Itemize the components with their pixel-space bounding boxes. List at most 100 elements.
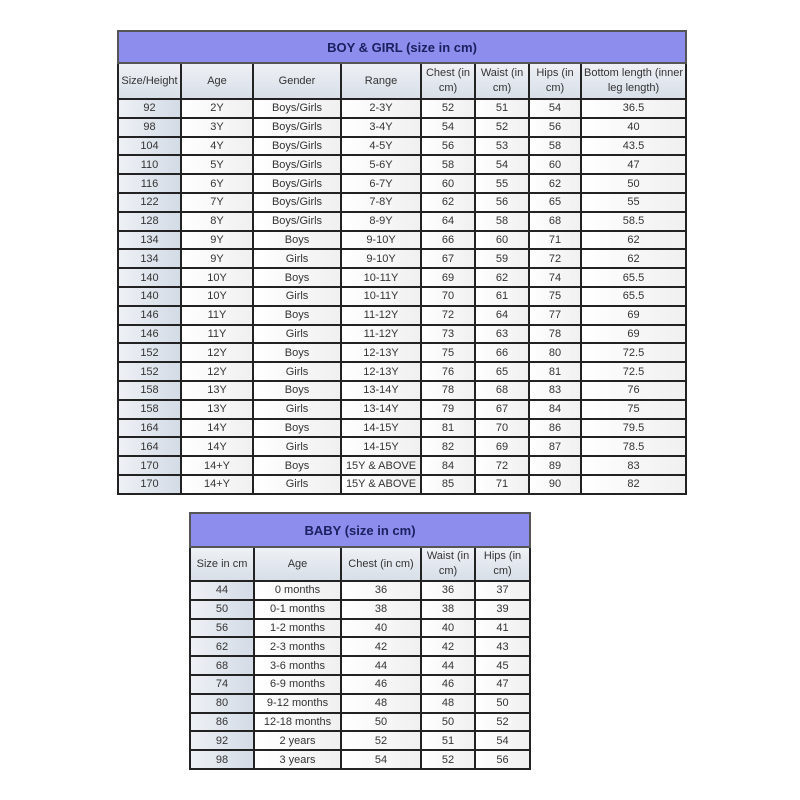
table-row: 104 4Y Boys/Girls 4-5Y 56 53 58 43.5 <box>117 135 688 157</box>
table-cell: 13Y <box>180 379 254 401</box>
column-header: Hips (in cm) <box>473 546 532 582</box>
table-cell: 38 <box>340 598 422 620</box>
table-cell: Girls <box>252 323 342 345</box>
table-cell: 50 <box>340 711 422 733</box>
table-cell: 56 <box>528 116 582 138</box>
table-cell: 76 <box>420 361 476 382</box>
table-cell: 170 <box>117 473 182 495</box>
column-header: Size in cm <box>189 546 255 582</box>
table-cell: 66 <box>474 342 530 364</box>
table-cell: 65.5 <box>579 267 688 288</box>
table-cell: Boys/Girls <box>252 135 342 157</box>
table-cell: 72 <box>420 304 476 326</box>
table-cell: 122 <box>117 191 182 213</box>
table-cell: 11Y <box>180 323 254 345</box>
table-cell: 2-3 months <box>253 636 342 658</box>
table-cell: 3 years <box>253 749 342 770</box>
table-cell: 53 <box>474 135 530 157</box>
table-cell: 41 <box>473 617 532 639</box>
column-header: Gender <box>252 62 342 100</box>
table-row: 170 14+Y Boys 15Y & ABOVE 84 72 89 83 <box>117 455 688 476</box>
table-cell: 79.5 <box>579 417 688 439</box>
table-cell: 152 <box>117 361 182 382</box>
table-cell: 170 <box>117 455 182 476</box>
table-cell: 52 <box>420 749 476 770</box>
baby-size-table: BABY (size in cm) Size in cm Age Chest (in… <box>188 512 532 770</box>
table-row: 50 0-1 months 38 38 39 <box>189 598 532 620</box>
table-cell: 4Y <box>180 135 254 157</box>
table-row: 122 7Y Boys/Girls 7-8Y 62 56 65 55 <box>117 191 688 213</box>
table-cell: 42 <box>420 636 476 658</box>
table-cell: 65 <box>474 361 530 382</box>
table-cell: 77 <box>528 304 582 326</box>
table-cell: 5-6Y <box>340 154 422 176</box>
table-cell: Boys <box>252 455 342 476</box>
table-cell: 74 <box>189 673 255 695</box>
table-cell: Girls <box>252 285 342 307</box>
table-cell: 140 <box>117 285 182 307</box>
table-cell: 62 <box>579 248 688 270</box>
table-cell: 9Y <box>180 248 254 270</box>
table-cell: 55 <box>579 191 688 213</box>
table-cell: 62 <box>528 173 582 194</box>
table-cell: 42 <box>340 636 422 658</box>
table-cell: 82 <box>579 473 688 495</box>
table-cell: 47 <box>473 673 532 695</box>
table-row: 152 12Y Boys 12-13Y 75 66 80 72.5 <box>117 342 688 364</box>
table-cell: Boys/Girls <box>252 191 342 213</box>
table-row: 146 11Y Girls 11-12Y 73 63 78 69 <box>117 323 688 345</box>
table-cell: 72 <box>528 248 582 270</box>
table-cell: 92 <box>189 730 255 752</box>
table-cell: 36.5 <box>579 98 688 119</box>
table-cell: 9Y <box>180 229 254 251</box>
table-cell: 2 years <box>253 730 342 752</box>
table-row: 92 2 years 52 51 54 <box>189 730 532 752</box>
table-cell: 5Y <box>180 154 254 176</box>
table-row: 140 10Y Girls 10-11Y 70 61 75 65.5 <box>117 285 688 307</box>
table-cell: 44 <box>340 655 422 676</box>
table-cell: 69 <box>579 304 688 326</box>
table-cell: Boys <box>252 417 342 439</box>
table-cell: 47 <box>579 154 688 176</box>
table-cell: Boys <box>252 229 342 251</box>
table-cell: Girls <box>252 361 342 382</box>
column-headers: Size in cm Age Chest (in cm) Waist (in cm) H… <box>189 546 532 582</box>
table-row: 134 9Y Girls 9-10Y 67 59 72 62 <box>117 248 688 270</box>
table-cell: 152 <box>117 342 182 364</box>
table-cell: 46 <box>340 673 422 695</box>
table-cell: 40 <box>340 617 422 639</box>
table-cell: 37 <box>473 580 532 601</box>
column-header: Hips (in cm) <box>528 62 582 100</box>
table-cell: Boys <box>252 342 342 364</box>
table-cell: 98 <box>189 749 255 770</box>
table-cell: Girls <box>252 248 342 270</box>
table-cell: 54 <box>340 749 422 770</box>
table-cell: 69 <box>474 436 530 458</box>
table-cell: 50 <box>189 598 255 620</box>
table-row: 62 2-3 months 42 42 43 <box>189 636 532 658</box>
table-cell: 65 <box>528 191 582 213</box>
table-cell: 70 <box>474 417 530 439</box>
table-cell: Boys <box>252 267 342 288</box>
table-cell: 68 <box>528 210 582 232</box>
table-cell: 52 <box>474 116 530 138</box>
boy-girl-size-table: BOY & GIRL (size in cm) Size/Height Age Ge… <box>116 30 688 495</box>
table-cell: 110 <box>117 154 182 176</box>
table-cell: 75 <box>420 342 476 364</box>
table-cell: 62 <box>579 229 688 251</box>
table-cell: 45 <box>473 655 532 676</box>
table-cell: 6-7Y <box>340 173 422 194</box>
table-cell: 54 <box>528 98 582 119</box>
table-cell: 85 <box>420 473 476 495</box>
table-cell: Boys/Girls <box>252 210 342 232</box>
column-header: Waist (in cm) <box>474 62 530 100</box>
table-cell: 10-11Y <box>340 267 422 288</box>
table-row: 170 14+Y Girls 15Y & ABOVE 85 71 90 82 <box>117 473 688 495</box>
table-cell: 84 <box>420 455 476 476</box>
table-cell: 52 <box>420 98 476 119</box>
table-cell: 12Y <box>180 342 254 364</box>
table-cell: 116 <box>117 173 182 194</box>
table-cell: 158 <box>117 398 182 420</box>
table-row: 158 13Y Girls 13-14Y 79 67 84 75 <box>117 398 688 420</box>
table-cell: 158 <box>117 379 182 401</box>
